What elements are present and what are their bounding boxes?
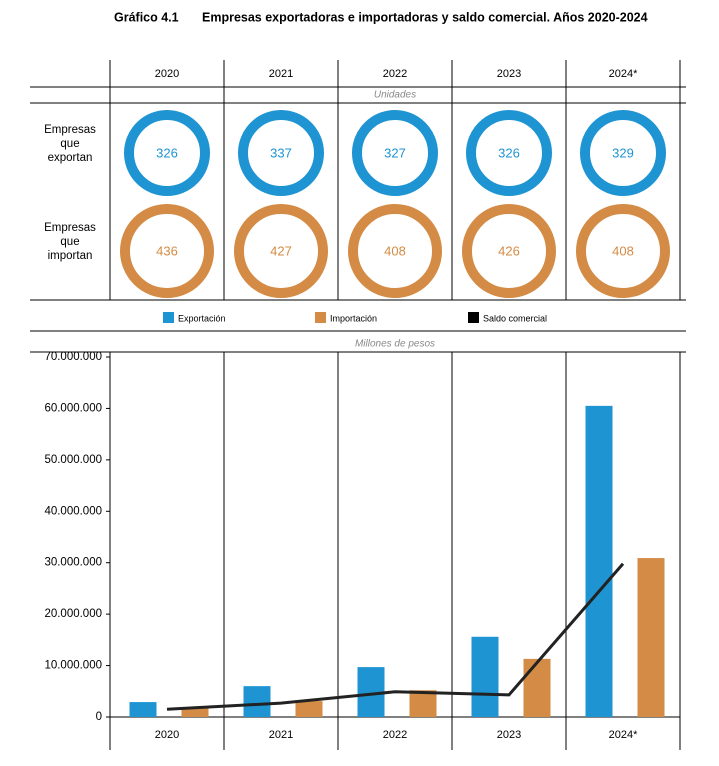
ring (466, 110, 552, 196)
ring (238, 110, 324, 196)
line (166, 562, 625, 711)
y-tick-label: 50.000.000 (44, 454, 102, 466)
ring-value: 326 (498, 145, 520, 160)
ring (580, 110, 666, 196)
ring-value: 436 (156, 243, 178, 258)
bar (471, 636, 499, 717)
y-tick-label: 40.000.000 (44, 505, 102, 517)
ring (576, 204, 670, 298)
legend-swatch (468, 312, 479, 323)
column-header: 2021 (269, 68, 293, 80)
x-tick-label: 2024* (609, 729, 638, 741)
chart-title: Empresas exportadoras e importadoras y s… (202, 10, 648, 24)
column-header: 2023 (497, 68, 521, 80)
x-tick-label: 2021 (269, 729, 293, 741)
y-tick-label: 70.000.000 (44, 351, 102, 363)
x-tick-label: 2020 (155, 729, 179, 741)
y-tick-label: 30.000.000 (44, 557, 102, 569)
ring-value: 326 (156, 145, 178, 160)
ring (462, 204, 556, 298)
ring-value: 408 (384, 243, 406, 258)
bar (409, 690, 437, 717)
column-header: 2020 (155, 68, 179, 80)
y-tick-label: 60.000.000 (44, 402, 102, 414)
chart-number: Gráfico 4.1 (114, 10, 179, 24)
ring (352, 110, 438, 196)
units-label: Unidades (374, 90, 416, 101)
x-tick-label: 2023 (497, 729, 521, 741)
bar (585, 405, 613, 717)
bar (243, 686, 271, 717)
row-label: Empresas que importan (44, 222, 96, 262)
y-axis-label: Millones de pesos (355, 339, 435, 350)
y-tick-label: 20.000.000 (44, 608, 102, 620)
legend-swatch (315, 312, 326, 323)
ring-value: 329 (612, 145, 634, 160)
legend-label: Importación (330, 313, 377, 323)
column-header: 2022 (383, 68, 407, 80)
ring (124, 110, 210, 196)
row-label: Empresas que exportan (44, 124, 96, 164)
y-tick-label: 10.000.000 (44, 660, 102, 672)
ring-value: 327 (384, 145, 406, 160)
y-tick-label: 0 (96, 711, 102, 723)
row-label-box: Empresas que exportan (44, 124, 96, 164)
ring (234, 204, 328, 298)
bar (637, 558, 665, 717)
legend-label: Exportación (178, 313, 226, 323)
bar (181, 708, 209, 717)
ring-value: 426 (498, 243, 520, 258)
ring-value: 427 (270, 243, 292, 258)
bar (523, 658, 551, 717)
bar (129, 702, 157, 717)
x-tick-label: 2022 (383, 729, 407, 741)
row-label-box: Empresas que importan (44, 222, 96, 262)
ring (348, 204, 442, 298)
column-header: 2024* (609, 68, 638, 80)
ring-value: 337 (270, 145, 292, 160)
ring (120, 204, 214, 298)
legend-swatch (163, 312, 174, 323)
legend-label: Saldo comercial (483, 313, 547, 323)
bar (295, 701, 323, 717)
ring-value: 408 (612, 243, 634, 258)
